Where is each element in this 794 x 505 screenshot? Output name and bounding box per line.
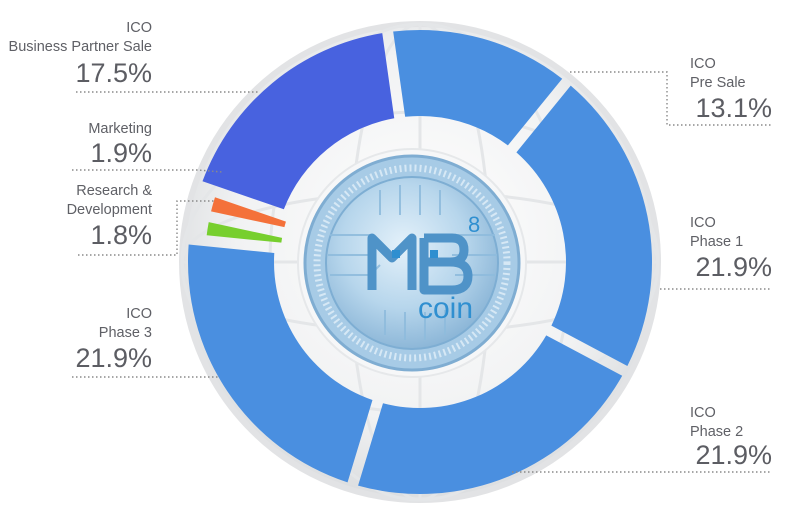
segment-marketing	[211, 197, 286, 228]
mb8-coin-logo: 8 coin	[297, 148, 527, 378]
label-line: Phase 1	[690, 234, 743, 250]
segment-ico-phase-1	[516, 85, 653, 367]
segment-ico-phase-2	[358, 335, 623, 494]
label-value: 1.9%	[90, 138, 152, 168]
label-line: ICO	[690, 405, 716, 421]
logo-coin-text: coin	[418, 292, 473, 325]
label-value: 1.8%	[90, 220, 152, 250]
label-line: Research &	[76, 183, 152, 199]
label-value: 17.5%	[75, 58, 152, 88]
label-line: Pre Sale	[690, 75, 746, 91]
segment-ico-phase-3	[188, 244, 373, 483]
label-marketing: Marketing 1.9%	[72, 121, 223, 173]
label-line: Business Partner Sale	[9, 39, 152, 55]
label-line: Development	[67, 202, 152, 218]
label-ico-phase-1: ICO Phase 1 21.9%	[660, 215, 772, 290]
segment-ico-business-partner-sale	[202, 33, 395, 210]
label-ico-phase-2: ICO Phase 2 21.9%	[512, 405, 772, 473]
label-ico-business-partner-sale: ICO Business Partner Sale 17.5%	[9, 20, 258, 93]
donut-segments	[188, 30, 653, 494]
label-line: Phase 3	[99, 325, 152, 341]
label-value: 13.1%	[695, 93, 772, 123]
label-line: Phase 2	[690, 424, 743, 440]
label-research-development: Research & Development 1.8%	[67, 183, 216, 256]
leader-line	[78, 200, 216, 256]
label-line: ICO	[690, 215, 716, 231]
label-ico-phase-3: ICO Phase 3 21.9%	[72, 306, 218, 378]
label-line: ICO	[126, 306, 152, 322]
label-ico-pre-sale: ICO Pre Sale 13.1%	[570, 56, 772, 126]
label-value: 21.9%	[75, 343, 152, 373]
label-line: ICO	[126, 20, 152, 36]
label-line: ICO	[690, 56, 716, 72]
label-value: 21.9%	[695, 440, 772, 470]
segment-labels: ICO Pre Sale 13.1% ICO Phase 1 21.9% ICO…	[9, 20, 772, 473]
label-value: 21.9%	[695, 252, 772, 282]
leader-line	[570, 71, 772, 126]
segment-ico-pre-sale	[393, 30, 563, 146]
logo-superscript: 8	[468, 212, 480, 237]
segment-research-development	[206, 222, 283, 243]
label-line: Marketing	[88, 121, 152, 137]
